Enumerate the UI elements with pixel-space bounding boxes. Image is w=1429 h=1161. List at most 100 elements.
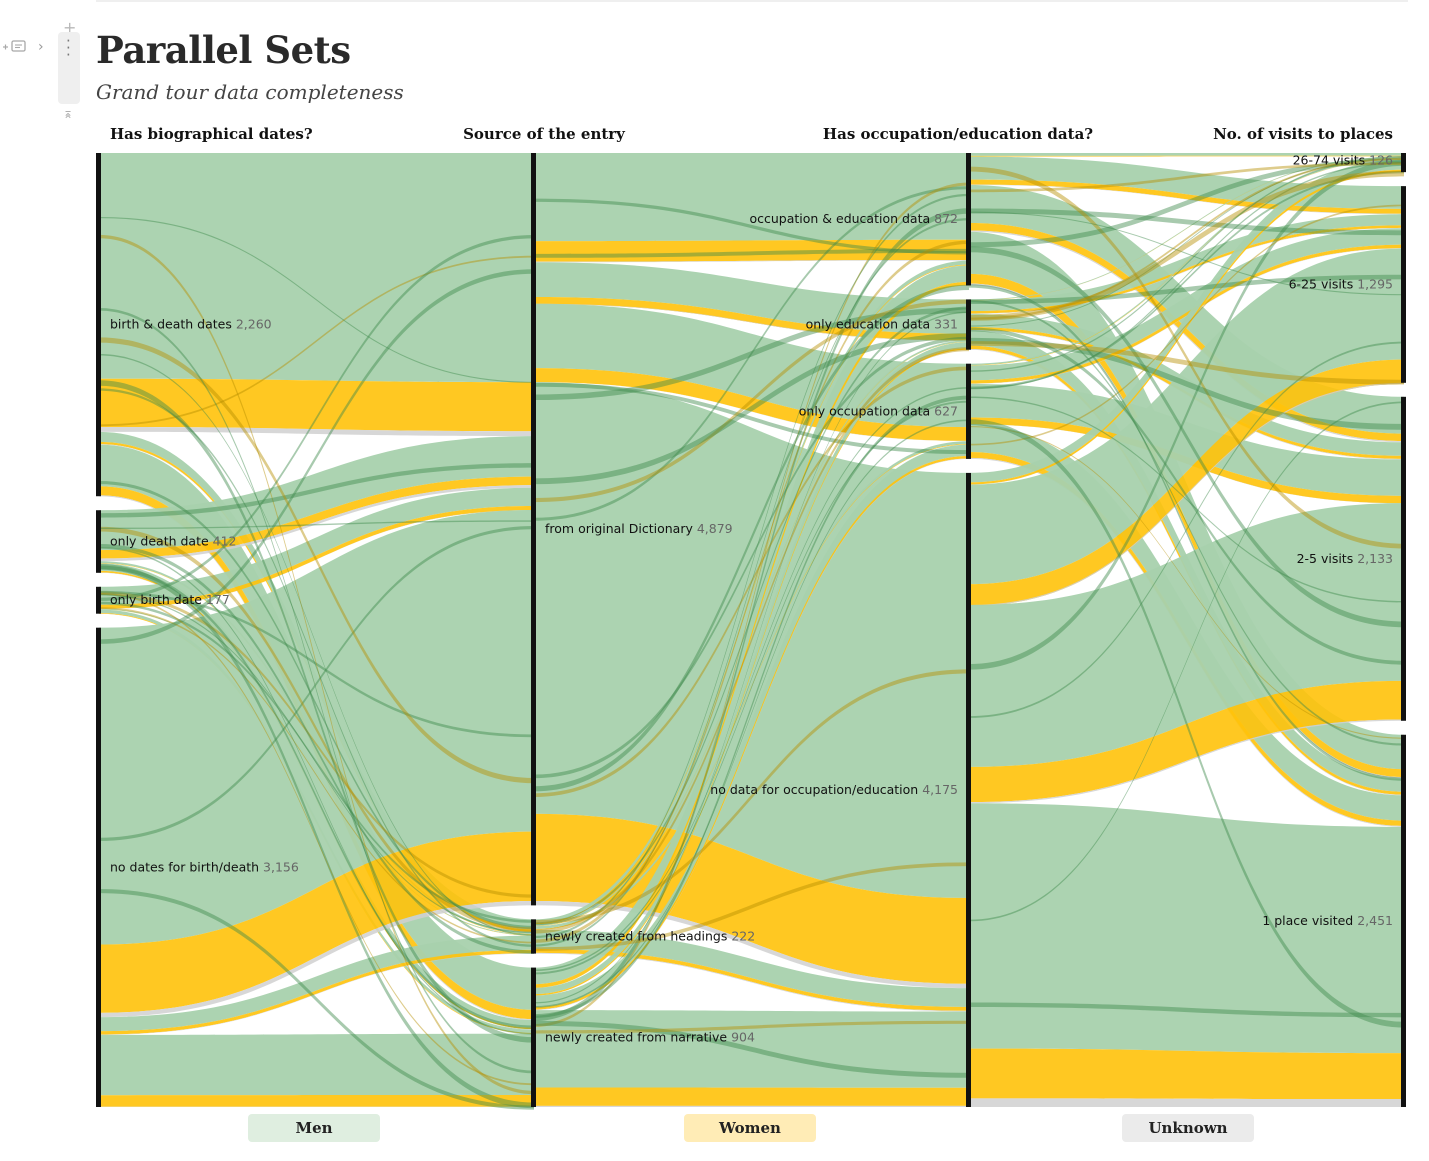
axis-bar-1-2[interactable] [531, 967, 536, 1107]
axis-bar-3-2[interactable] [1401, 396, 1406, 721]
strand-0-20 [99, 594, 534, 934]
flow-unknown-1-1-0 [534, 265, 969, 925]
strand-0-24 [99, 565, 534, 1030]
axis-bar-0-3[interactable] [96, 627, 101, 1107]
axis-bar-1-1[interactable] [531, 919, 536, 954]
flow-women-1-1-0 [534, 264, 969, 925]
strand-0-7 [99, 526, 534, 933]
flow-men-1-0-2 [534, 303, 969, 428]
category-label-3-1: 6-25 visits 1,295 [1289, 276, 1393, 291]
flow-women-1-1-2 [534, 443, 969, 930]
flow-unknown-2-3-0 [969, 172, 1404, 485]
axis-bar-0-0[interactable] [96, 153, 101, 497]
strand-2-17 [969, 158, 1404, 248]
axis-bar-0-1[interactable] [96, 510, 101, 573]
flow-men-1-1-2 [534, 441, 969, 930]
strand-0-17 [99, 255, 534, 427]
chevron-right-icon[interactable]: › [38, 39, 44, 55]
flow-unknown-1-2-3 [534, 1105, 969, 1107]
axis-bar-1-0[interactable] [531, 153, 536, 906]
flow-unknown-1-2-2 [534, 458, 969, 1011]
flow-men-1-1-0 [534, 260, 969, 924]
strand-0-16 [99, 520, 534, 530]
flow-men-1-0-1 [534, 262, 969, 334]
strand-2-3 [969, 211, 1404, 296]
legend-unknown[interactable]: Unknown [1122, 1114, 1254, 1142]
legend-women[interactable]: Women [684, 1114, 816, 1142]
strand-2-25 [969, 156, 1404, 372]
flow-women-2-0-1 [969, 179, 1404, 214]
strand-1-14 [534, 306, 969, 926]
strand-0-9 [99, 601, 534, 923]
strand-1-12 [534, 395, 969, 1018]
strand-0-18 [99, 235, 534, 602]
strand-1-11 [534, 419, 969, 1008]
flow-women-1-2-3 [534, 1087, 969, 1106]
strand-1-0 [534, 400, 969, 975]
strand-0-8 [99, 563, 534, 1109]
expand-cell-icon[interactable]: ⌅ ⌃ [63, 105, 74, 127]
flow-women-2-3-1 [969, 359, 1404, 607]
flow-women-2-1-0 [969, 157, 1404, 301]
axis-bar-2-2[interactable] [966, 363, 971, 459]
strand-2-8 [969, 157, 1404, 327]
strand-1-15 [534, 1020, 969, 1034]
axis-title-1: Source of the entry [463, 125, 626, 143]
flow-men-1-2-1 [534, 342, 969, 995]
strand-1-20 [534, 299, 969, 503]
axis-bar-3-0[interactable] [1401, 153, 1406, 173]
category-label-2-1: only education data 331 [806, 317, 958, 332]
axis-bar-3-3[interactable] [1401, 734, 1406, 1107]
top-divider [96, 0, 1408, 2]
flow-women-2-3-0 [969, 169, 1404, 485]
strand-2-7 [969, 396, 1404, 603]
category-label-1-0: from original Dictionary 4,879 [545, 521, 733, 536]
strand-0-3 [99, 234, 534, 1095]
flow-women-0-3-2 [99, 1095, 534, 1107]
axis-bar-3-1[interactable] [1401, 186, 1406, 383]
strand-1-25 [534, 387, 969, 972]
cell-menu-icon[interactable]: · · · [66, 32, 71, 64]
flow-men-2-3-0 [969, 159, 1404, 483]
page-subtitle: Grand tour data completeness [96, 80, 404, 104]
flow-women-1-2-0 [534, 281, 969, 988]
strand-1-13 [534, 336, 969, 779]
axis-bar-2-3[interactable] [966, 472, 971, 1107]
strand-0-0 [99, 481, 534, 929]
cell-drag-handle[interactable] [58, 32, 80, 104]
flow-women-1-2-1 [534, 348, 969, 996]
flow-men-0-3-2 [99, 1033, 534, 1096]
category-label-3-0: 26-74 visits 126 [1293, 153, 1393, 168]
strand-2-6 [969, 341, 1404, 718]
comment-icon[interactable] [3, 40, 29, 54]
strand-0-19 [99, 307, 534, 1074]
legend-men[interactable]: Men [248, 1114, 380, 1142]
strand-1-7 [534, 218, 969, 947]
flow-men-1-2-0 [534, 265, 969, 985]
flow-women-1-0-0 [534, 239, 969, 262]
flow-unknown-2-3-1 [969, 382, 1404, 607]
flow-unknown-0-1-0 [99, 485, 534, 562]
flow-unknown-1-0-0 [534, 259, 969, 263]
axis-bar-0-2[interactable] [96, 586, 101, 614]
strand-2-0 [969, 208, 1404, 236]
category-label-1-1: newly created from headings 222 [545, 928, 755, 943]
flow-women-1-1-3 [534, 949, 969, 1011]
axis-bar-2-0[interactable] [966, 153, 971, 286]
add-cell-above-icon[interactable]: + [63, 18, 77, 37]
flow-unknown-0-2-0 [99, 509, 534, 609]
axis-bar-2-1[interactable] [966, 299, 971, 350]
strand-1-6 [534, 366, 969, 798]
strand-0-1 [99, 591, 534, 898]
flow-women-1-0-3 [534, 813, 969, 984]
flow-unknown-2-1-1 [969, 227, 1404, 314]
flow-women-0-2-0 [99, 505, 534, 609]
strand-2-19 [969, 341, 1404, 385]
legend-unknown-label: Unknown [1148, 1119, 1228, 1137]
flow-women-2-3-2 [969, 680, 1404, 803]
strand-0-6 [99, 526, 534, 841]
strand-2-9 [969, 171, 1404, 389]
category-label-1-2: newly created from narrative 904 [545, 1029, 755, 1044]
strand-1-5 [534, 182, 969, 1027]
